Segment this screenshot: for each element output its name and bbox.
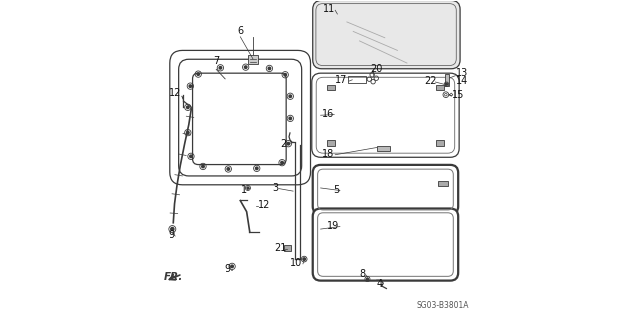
Text: 7: 7 (213, 56, 220, 66)
Text: FR.: FR. (164, 272, 184, 282)
Text: 9: 9 (225, 263, 231, 274)
FancyBboxPatch shape (284, 245, 291, 250)
Circle shape (284, 73, 287, 76)
Text: 12: 12 (259, 200, 271, 210)
Text: 2: 2 (280, 139, 287, 149)
Circle shape (197, 73, 200, 75)
Circle shape (281, 161, 284, 164)
Text: 9: 9 (168, 230, 175, 241)
Circle shape (186, 106, 189, 108)
Circle shape (244, 66, 247, 69)
Circle shape (189, 155, 192, 158)
Circle shape (202, 165, 204, 168)
Text: 17: 17 (335, 75, 348, 85)
Circle shape (367, 278, 369, 280)
FancyBboxPatch shape (170, 50, 310, 185)
Text: 18: 18 (322, 149, 334, 159)
Circle shape (289, 95, 292, 98)
Circle shape (268, 67, 271, 70)
FancyBboxPatch shape (327, 140, 335, 146)
Circle shape (303, 258, 305, 260)
Text: 10: 10 (291, 258, 303, 268)
Circle shape (289, 117, 292, 120)
Text: 12: 12 (170, 88, 182, 98)
Circle shape (231, 265, 234, 268)
Text: SG03-B3801A: SG03-B3801A (416, 301, 468, 310)
Text: 8: 8 (360, 269, 366, 279)
Text: 6: 6 (237, 26, 243, 35)
Text: 21: 21 (275, 243, 287, 253)
Circle shape (171, 227, 174, 231)
Text: 16: 16 (322, 109, 334, 119)
FancyBboxPatch shape (327, 85, 335, 90)
FancyBboxPatch shape (248, 55, 258, 64)
Text: 20: 20 (371, 64, 383, 74)
Text: 13: 13 (456, 69, 468, 78)
FancyBboxPatch shape (312, 73, 459, 157)
Circle shape (445, 83, 447, 85)
Text: 5: 5 (333, 184, 340, 195)
FancyBboxPatch shape (436, 85, 444, 90)
Text: 1: 1 (241, 184, 246, 195)
Circle shape (189, 85, 191, 87)
Circle shape (219, 67, 221, 69)
Circle shape (186, 131, 189, 134)
Circle shape (227, 168, 230, 170)
FancyBboxPatch shape (445, 74, 449, 86)
Text: 11: 11 (323, 4, 335, 14)
FancyBboxPatch shape (179, 59, 301, 176)
FancyBboxPatch shape (438, 181, 449, 186)
FancyBboxPatch shape (436, 140, 444, 146)
Circle shape (247, 187, 249, 189)
FancyBboxPatch shape (376, 146, 390, 151)
Circle shape (255, 167, 258, 170)
Text: 22: 22 (424, 76, 436, 86)
Text: 14: 14 (456, 76, 468, 86)
Text: 3: 3 (272, 183, 278, 193)
FancyBboxPatch shape (313, 165, 458, 214)
Circle shape (287, 142, 290, 145)
Text: 19: 19 (327, 221, 340, 231)
Text: 15: 15 (452, 90, 465, 100)
FancyBboxPatch shape (193, 73, 286, 165)
Text: 4: 4 (377, 279, 383, 289)
FancyBboxPatch shape (313, 0, 460, 69)
FancyBboxPatch shape (313, 209, 458, 281)
